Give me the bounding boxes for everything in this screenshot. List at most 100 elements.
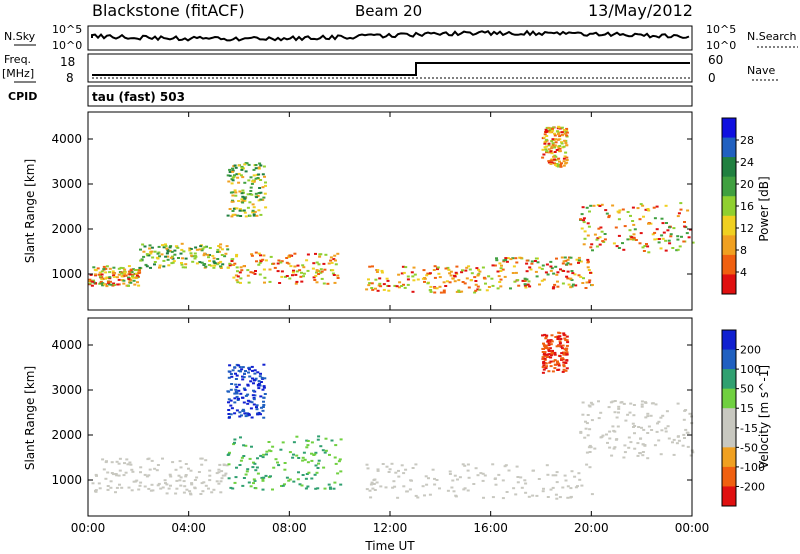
echo-cell — [255, 164, 258, 166]
echo-cell — [177, 257, 180, 259]
echo-cell — [660, 429, 663, 431]
echo-cell — [515, 272, 518, 274]
echo-cell — [396, 285, 399, 287]
echo-cell — [179, 485, 182, 487]
echo-cell — [397, 274, 400, 276]
echo-cell — [212, 489, 215, 491]
echo-cell — [599, 244, 602, 246]
echo-cell — [439, 286, 442, 288]
echo-cell — [566, 497, 569, 499]
echo-cell — [269, 269, 272, 271]
echo-cell — [450, 487, 453, 489]
echo-cell — [335, 463, 338, 465]
echo-cell — [105, 461, 108, 463]
echo-cell — [92, 266, 95, 268]
echo-cell — [512, 487, 515, 489]
echo-cell — [683, 410, 686, 412]
echo-cell — [138, 267, 141, 269]
echo-cell — [506, 261, 509, 263]
echo-cell — [137, 285, 140, 287]
echo-cell — [545, 130, 548, 132]
echo-cell — [544, 347, 547, 349]
echo-cell — [524, 278, 527, 280]
colorbar-swatch — [722, 255, 736, 275]
echo-cell — [312, 262, 315, 264]
echo-cell — [317, 463, 320, 465]
echo-cell — [414, 274, 417, 276]
echo-cell — [257, 264, 260, 266]
echo-cell — [559, 150, 562, 152]
echo-cell — [561, 134, 564, 136]
echo-cell — [259, 455, 262, 457]
echo-cell — [236, 409, 239, 411]
echo-cell — [288, 278, 291, 280]
echo-cell — [582, 277, 585, 279]
echo-cell — [263, 277, 266, 279]
echo-cell — [248, 164, 251, 166]
echo-cell — [646, 413, 649, 415]
echo-cell — [316, 487, 319, 489]
echo-cell — [551, 146, 554, 148]
echo-cell — [566, 367, 569, 369]
power-y-axis: 1000200030004000 — [51, 132, 692, 281]
echo-cell — [183, 485, 186, 487]
echo-cell — [569, 286, 572, 288]
echo-cell — [301, 264, 304, 266]
echo-cell — [377, 470, 380, 472]
echo-cell — [251, 378, 254, 380]
echo-cell — [338, 460, 341, 462]
echo-cell — [302, 266, 305, 268]
echo-cell — [524, 492, 527, 494]
echo-cell — [277, 263, 280, 265]
echo-cell — [486, 289, 489, 291]
echo-cell — [656, 206, 659, 208]
echo-cell — [537, 261, 540, 263]
y-tick-label: 4000 — [51, 338, 82, 352]
echo-cell — [475, 467, 478, 469]
echo-cell — [528, 280, 531, 282]
echo-cell — [316, 262, 319, 264]
echo-cell — [329, 487, 332, 489]
echo-cell — [251, 370, 254, 372]
echo-cell — [646, 245, 649, 247]
echo-cell — [262, 477, 265, 479]
echo-cell — [318, 263, 321, 265]
echo-cell — [303, 452, 306, 454]
echo-cell — [104, 278, 107, 280]
echo-cell — [253, 174, 256, 176]
echo-cell — [336, 253, 339, 255]
echo-cell — [549, 361, 552, 363]
echo-cell — [544, 337, 547, 339]
echo-cell — [156, 257, 159, 259]
echo-cell — [553, 352, 556, 354]
echo-cell — [564, 339, 567, 341]
echo-cell — [527, 284, 530, 286]
echo-cell — [322, 449, 325, 451]
noise-right-label: N.Search — [747, 30, 797, 43]
echo-cell — [94, 273, 97, 275]
echo-cell — [611, 205, 614, 207]
echo-cell — [255, 260, 258, 262]
echo-cell — [554, 359, 557, 361]
echo-cell — [567, 271, 570, 273]
echo-cell — [543, 334, 546, 336]
echo-cell — [323, 269, 326, 271]
echo-cell — [645, 243, 648, 245]
echo-cell — [219, 265, 222, 267]
echo-cell — [556, 338, 559, 340]
echo-cell — [666, 410, 669, 412]
echo-cell — [582, 402, 585, 404]
echo-cell — [561, 487, 564, 489]
echo-cell — [598, 417, 601, 419]
echo-cell — [643, 250, 646, 252]
echo-cell — [450, 275, 453, 277]
echo-cell — [316, 270, 319, 272]
echo-cell — [247, 179, 250, 181]
echo-cell — [323, 283, 326, 285]
echo-cell — [657, 421, 660, 423]
echo-cell — [154, 261, 157, 263]
echo-cell — [249, 190, 252, 192]
echo-cell — [237, 364, 240, 366]
echo-cell — [550, 489, 553, 491]
echo-cell — [331, 440, 334, 442]
